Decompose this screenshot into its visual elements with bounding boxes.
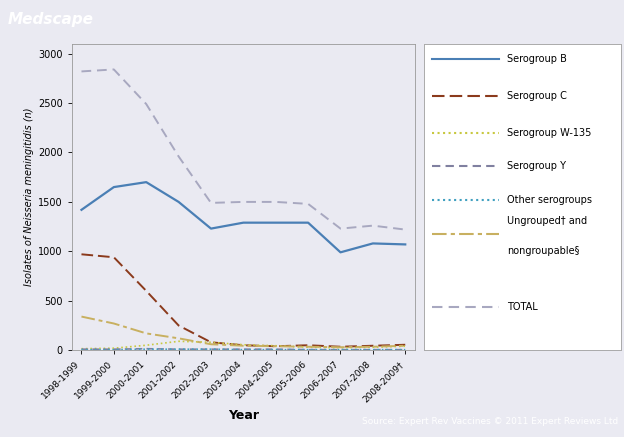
- Y-axis label: Isolates of Neisseria meningitidis (n): Isolates of Neisseria meningitidis (n): [24, 108, 34, 286]
- Text: Serogroup B: Serogroup B: [507, 54, 567, 64]
- Text: Serogroup W-135: Serogroup W-135: [507, 128, 592, 138]
- Text: Serogroup Y: Serogroup Y: [507, 161, 566, 171]
- Text: Source: Expert Rev Vaccines © 2011 Expert Reviews Ltd: Source: Expert Rev Vaccines © 2011 Exper…: [361, 417, 618, 427]
- Text: Medscape: Medscape: [7, 12, 94, 27]
- Text: Ungrouped† and: Ungrouped† and: [507, 216, 587, 226]
- Text: Other serogroups: Other serogroups: [507, 195, 592, 205]
- Text: Serogroup C: Serogroup C: [507, 91, 567, 101]
- Text: TOTAL: TOTAL: [507, 302, 538, 312]
- Text: nongroupable§: nongroupable§: [507, 246, 579, 256]
- X-axis label: Year: Year: [228, 409, 259, 422]
